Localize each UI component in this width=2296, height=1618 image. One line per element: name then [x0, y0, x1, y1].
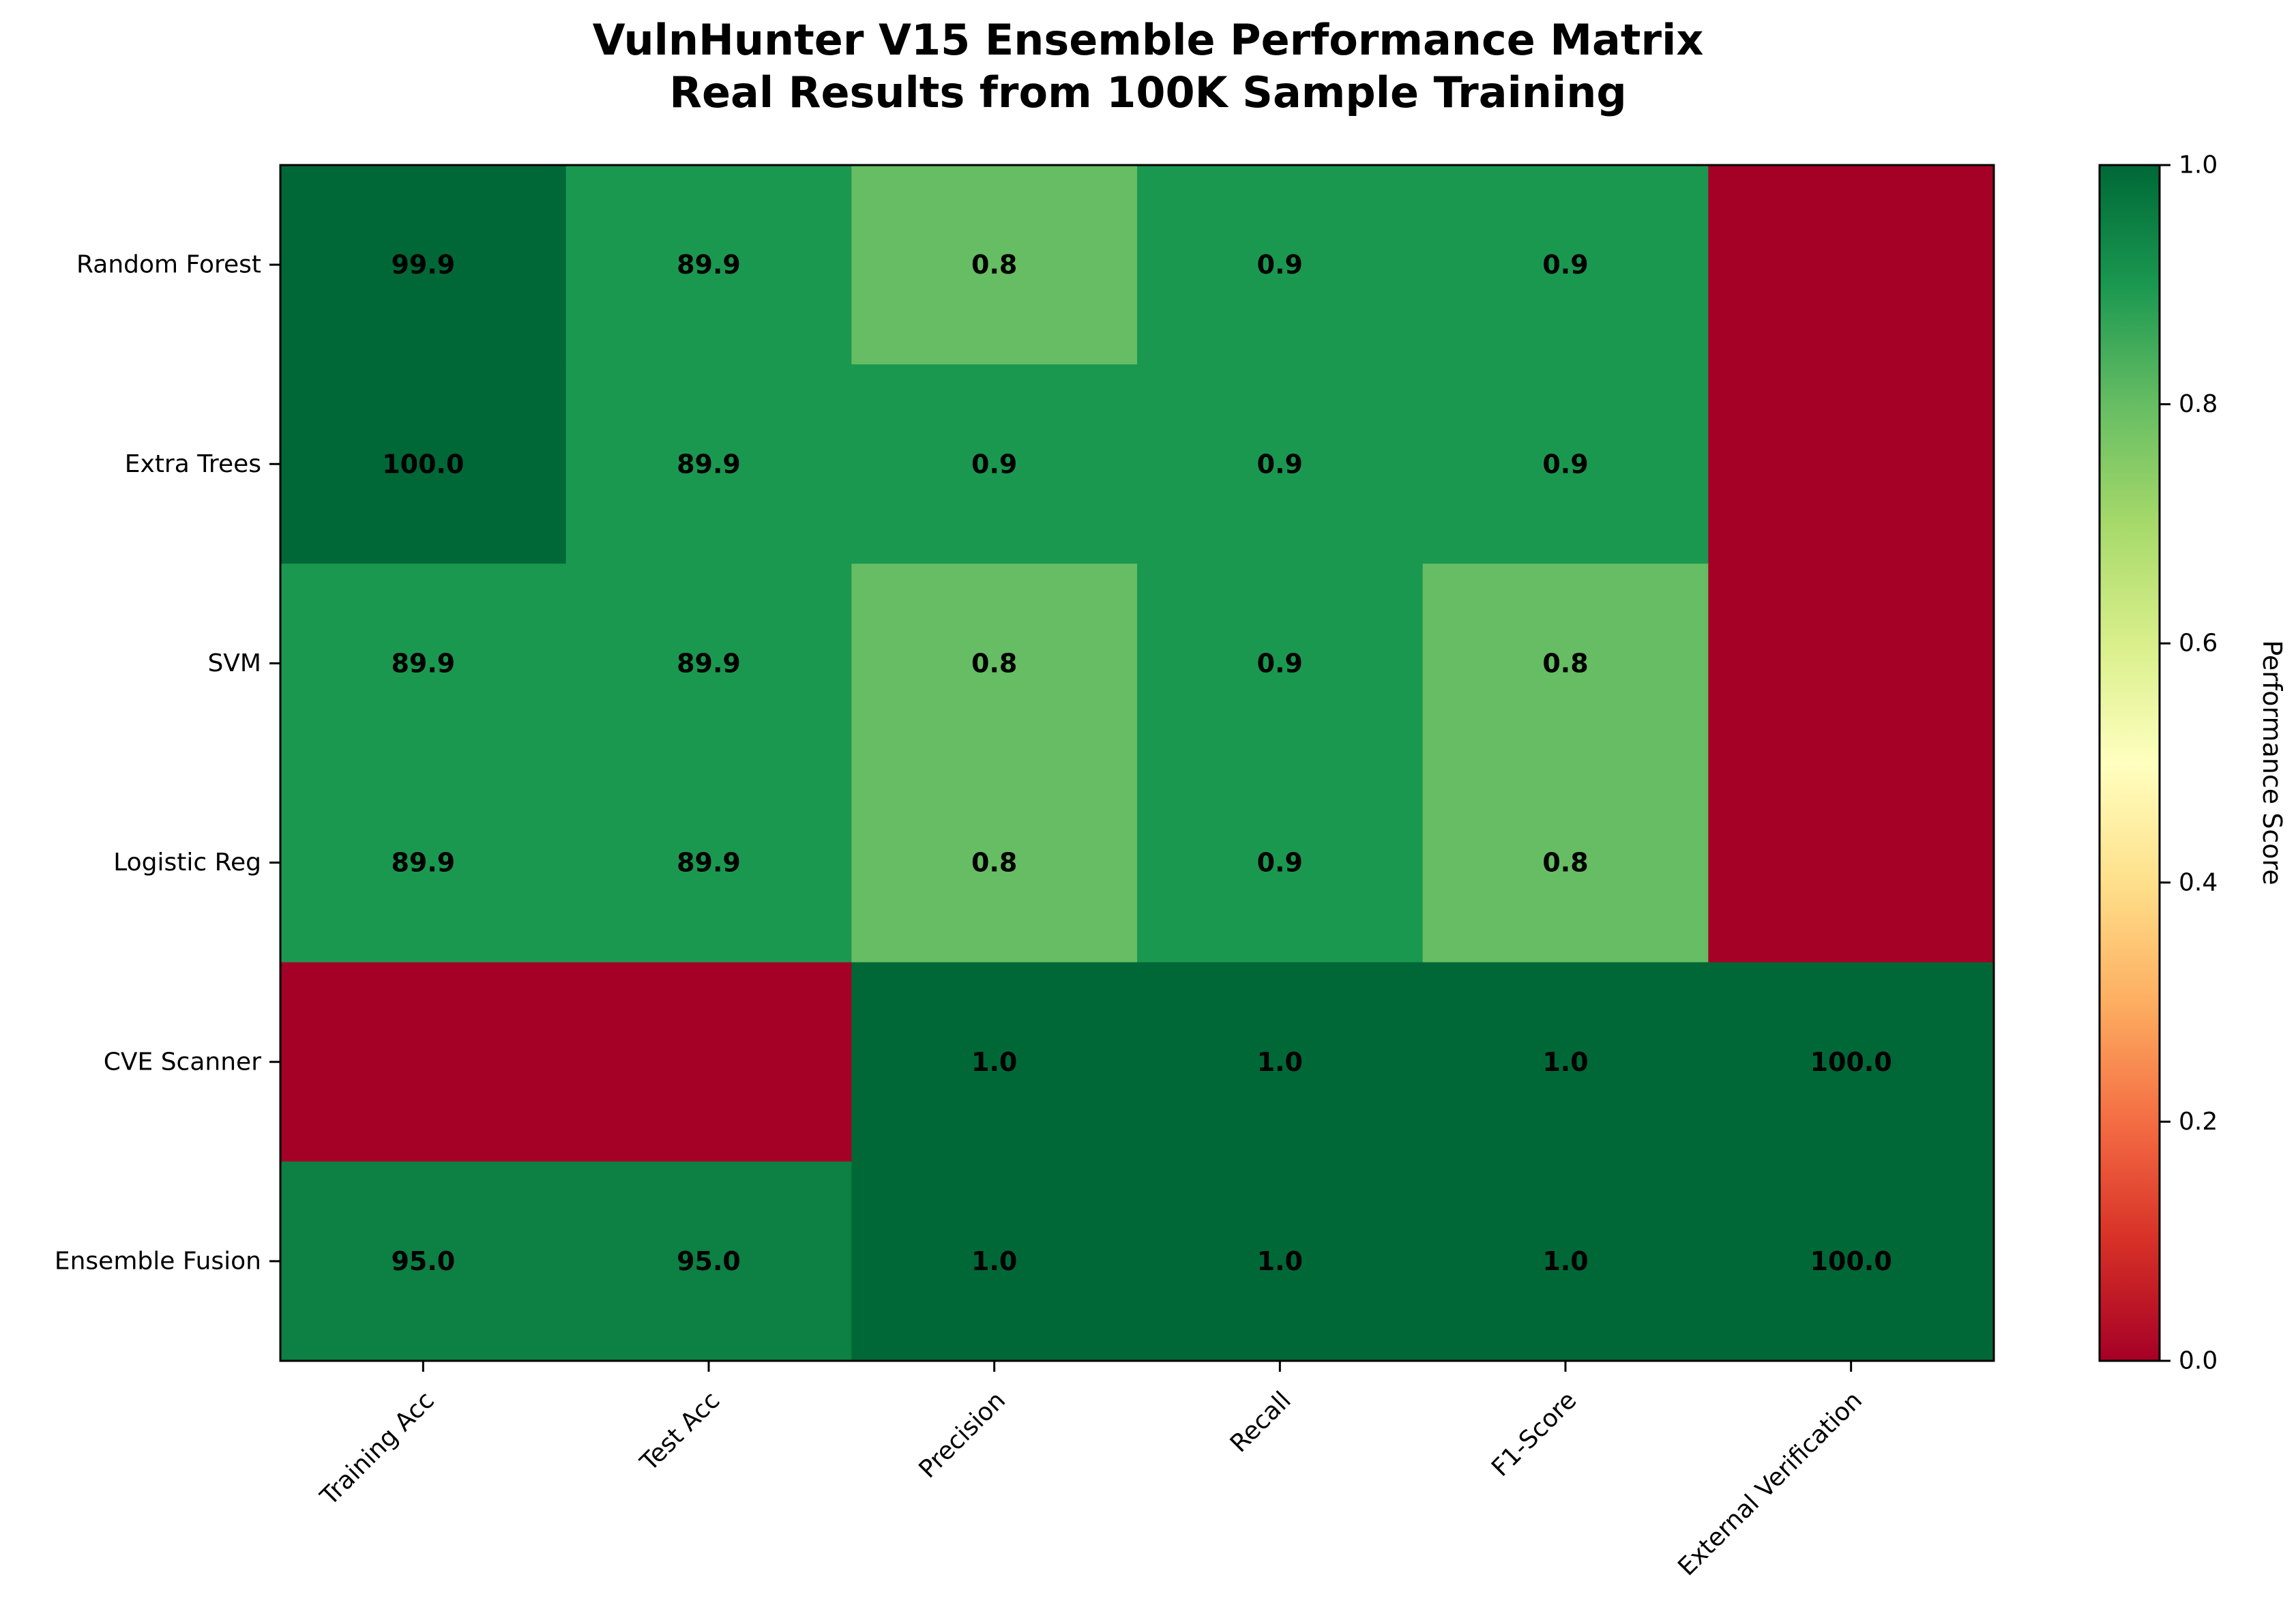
- heatmap-cell: [1422, 364, 1709, 564]
- heatmap-cell: [1422, 763, 1709, 963]
- x-tick-label: Training Acc: [315, 1386, 440, 1511]
- plot-frame: [279, 164, 1995, 1362]
- cell-value-label: 1.0: [1542, 1047, 1588, 1077]
- heatmap-cell: [280, 763, 567, 963]
- x-tick-label: Precision: [914, 1386, 1012, 1484]
- heatmap-cell: [280, 165, 567, 365]
- cell-value-label: 0.8: [971, 250, 1017, 280]
- cell-value-label: 89.9: [391, 848, 455, 878]
- cell-value-label: 89.9: [677, 648, 741, 678]
- heatmap-cell: [1708, 364, 1995, 564]
- cell-value-label: 95.0: [391, 1246, 455, 1276]
- colorbar-tick-label: 0.2: [2179, 1108, 2218, 1136]
- heatmap-cell: [851, 165, 1138, 365]
- y-tick-label: Extra Trees: [125, 450, 261, 478]
- heatmap-cell: [565, 763, 852, 963]
- chart-subtitle: Real Results from 100K Sample Training: [669, 68, 1626, 117]
- colorbar-tick-label: 0.6: [2179, 630, 2218, 658]
- y-tick-label: Random Forest: [76, 251, 261, 279]
- heatmap-cell: [280, 962, 567, 1162]
- heatmap-cell: [565, 563, 852, 764]
- heatmap-cell: [1708, 962, 1995, 1162]
- y-tick-label: Logistic Reg: [113, 849, 261, 877]
- heatmap-cell: [1422, 563, 1709, 764]
- cell-value-label: 100.0: [382, 449, 464, 479]
- colorbar-axis: 0.0 0.2 0.4 0.6 0.8 1.0: [2160, 151, 2218, 1375]
- chart-title: VulnHunter V15 Ensemble Performance Matr…: [593, 15, 1704, 65]
- cell-value-label: 0.9: [1257, 848, 1303, 878]
- cell-value-label: 100.0: [1810, 1047, 1892, 1077]
- cell-value-label: 0.9: [1542, 250, 1588, 280]
- colorbar-tick-label: 0.8: [2179, 390, 2218, 418]
- heatmap-cells: [280, 165, 1995, 1362]
- heatmap-cell: [1137, 563, 1424, 764]
- heatmap-cell: [565, 962, 852, 1162]
- cell-value-label: 0.9: [1257, 648, 1303, 678]
- heatmap-cell: [851, 763, 1138, 963]
- colorbar-tick-label: 0.0: [2179, 1347, 2218, 1375]
- heatmap-cell: [280, 563, 567, 764]
- heatmap-cell: [1422, 1161, 1709, 1362]
- heatmap-cell-labels: 99.9 89.9 0.8 0.9 0.9 100.0 89.9 0.9 0.9 0.9 89.9 8…: [382, 250, 1892, 1276]
- heatmap-cell: [1137, 364, 1424, 564]
- cell-value-label: 0.8: [1542, 848, 1588, 878]
- cell-value-label: 89.9: [391, 648, 455, 678]
- heatmap-cell: [280, 1161, 567, 1362]
- cell-value-label: 89.9: [677, 449, 741, 479]
- cell-value-label: 0.9: [1257, 250, 1303, 280]
- x-tick-label: External Verification: [1673, 1386, 1868, 1581]
- heatmap-cell: [1137, 763, 1424, 963]
- y-axis: Random Forest Extra Trees SVM Logistic Reg C…: [55, 251, 280, 1275]
- heatmap-cell: [1708, 763, 1995, 963]
- cell-value-label: 0.8: [1542, 648, 1588, 678]
- heatmap-cell: [1708, 563, 1995, 764]
- cell-value-label: 1.0: [971, 1047, 1017, 1077]
- heatmap-cell: [851, 1161, 1138, 1362]
- colorbar-tick-label: 1.0: [2179, 151, 2218, 179]
- x-tick-label: Recall: [1225, 1386, 1297, 1458]
- y-tick-label: Ensemble Fusion: [55, 1247, 261, 1275]
- x-tick-label: Test Acc: [635, 1386, 726, 1477]
- cell-value-label: 99.9: [391, 250, 455, 280]
- y-tick-label: SVM: [207, 649, 261, 677]
- x-tick-label: F1-Score: [1486, 1386, 1582, 1482]
- colorbar: [2098, 164, 2161, 1362]
- heatmap-cell: [1422, 165, 1709, 365]
- cell-value-label: 95.0: [677, 1246, 741, 1276]
- heatmap-cell: [851, 563, 1138, 764]
- cell-value-label: 1.0: [971, 1246, 1017, 1276]
- cell-value-label: 89.9: [677, 848, 741, 878]
- heatmap-cell: [1708, 165, 1995, 365]
- heatmap-cell: [851, 364, 1138, 564]
- heatmap-cell: [1137, 1161, 1424, 1362]
- cell-value-label: 0.8: [971, 648, 1017, 678]
- cell-value-label: 0.9: [1257, 449, 1303, 479]
- heatmap-cell: [1422, 962, 1709, 1162]
- heatmap-cell: [1137, 962, 1424, 1162]
- heatmap-cell: [280, 364, 567, 564]
- heatmap-cell: [565, 364, 852, 564]
- heatmap-cell: [1708, 1161, 1995, 1362]
- heatmap-cell: [851, 962, 1138, 1162]
- cell-value-label: 1.0: [1257, 1246, 1303, 1276]
- colorbar-label: Performance Score: [2257, 640, 2287, 885]
- cell-value-label: 1.0: [1257, 1047, 1303, 1077]
- heatmap-cell: [1137, 165, 1424, 365]
- colorbar-tick-label: 0.4: [2179, 868, 2218, 896]
- cell-value-label: 100.0: [1810, 1246, 1892, 1276]
- x-axis: Training Acc Test Acc Precision Recall F1-Sc…: [315, 1361, 1868, 1581]
- cell-value-label: 1.0: [1542, 1246, 1588, 1276]
- heatmap-cell: [565, 165, 852, 365]
- y-tick-label: CVE Scanner: [104, 1048, 261, 1076]
- cell-value-label: 0.9: [971, 449, 1017, 479]
- cell-value-label: 89.9: [677, 250, 741, 280]
- heatmap-cell: [565, 1161, 852, 1362]
- cell-value-label: 0.8: [971, 848, 1017, 878]
- cell-value-label: 0.9: [1542, 449, 1588, 479]
